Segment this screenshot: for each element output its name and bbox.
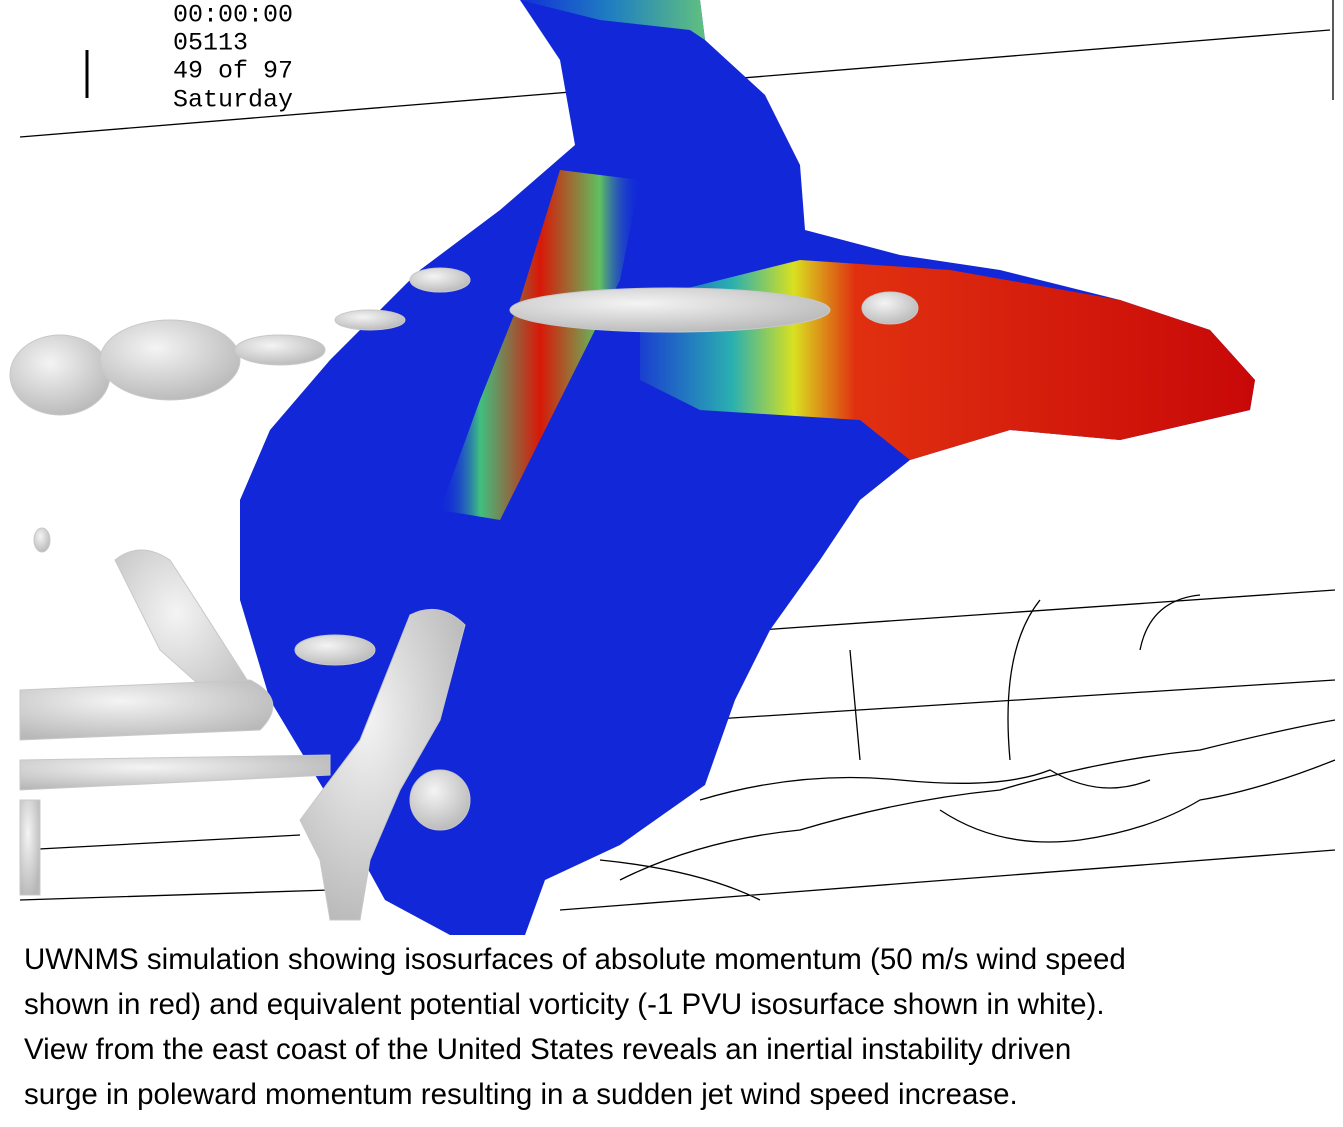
caption-line: shown in red) and equivalent potential v… [24,988,1105,1021]
pv-blob [99,319,241,401]
pv-blob [294,634,376,666]
pv-blob [334,309,406,331]
map-line [19,594,1336,911]
pv-blob [409,267,471,293]
pv-blob [299,608,466,921]
pv-blob [19,754,331,791]
momentum-isosurface [240,0,1255,935]
visualization: 00:00:00 05113 49 of 97 Saturday [9,0,1336,935]
jet-band [440,170,640,520]
pv-blob [19,679,274,741]
map-line [699,679,1336,721]
caption-line: View from the east coast of the United S… [24,1033,1072,1066]
pv-blob [234,334,326,366]
overlay-day: Saturday [173,86,293,115]
map-line [759,589,1336,631]
overlay-date: 05113 [173,29,248,58]
pv-blob [409,769,471,831]
overlay-time: 00:00:00 [173,1,293,30]
caption-line: surge in poleward momentum resulting in … [24,1078,1018,1111]
caption-line: UWNMS simulation showing isosurfaces of … [24,943,1126,976]
pv-blob [509,287,831,333]
momentum-isosurface [520,0,705,40]
pv-blob [861,291,919,325]
pv-blob [9,334,111,416]
pv-isosurfaces [9,267,919,921]
pv-blob [19,799,41,896]
pv-blob [33,527,51,553]
overlay-frame: 49 of 97 [173,57,293,86]
